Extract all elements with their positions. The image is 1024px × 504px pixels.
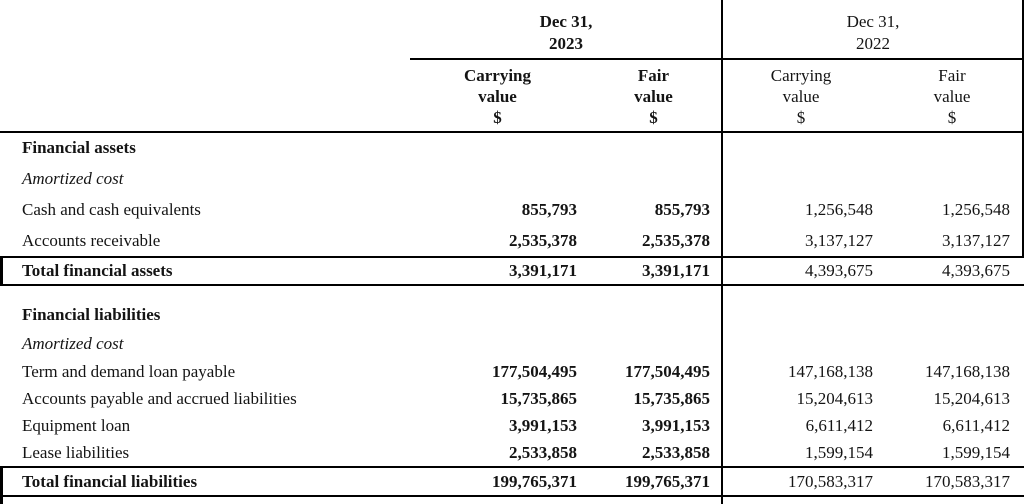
header-columns-row: Carrying value $ Fair value $ Carrying v… (0, 60, 1024, 133)
value-2023-fair: 15,735,865 (633, 388, 711, 408)
value-2023-fair: 3,991,153 (642, 415, 710, 435)
header-dates-row: Dec 31, 2023 Dec 31, 2022 (0, 0, 1024, 60)
section-subheader-amortized-cost: Amortized cost (0, 163, 1024, 194)
value-2022-fair: 147,168,138 (925, 361, 1010, 381)
column-header-2022-carrying-value: Carrying value $ (722, 60, 880, 128)
value-2022-carrying: 147,168,138 (788, 361, 873, 381)
section-header-financial-assets: Financial assets (0, 133, 1024, 163)
dollar-sign: $ (493, 108, 502, 127)
section-subheader-label: Amortized cost (22, 334, 124, 353)
column-header-line: Fair (938, 66, 966, 85)
value-2022-fair: 15,204,613 (933, 388, 1011, 408)
dollar-sign: $ (947, 108, 957, 127)
value-2023-fair: 177,504,495 (625, 361, 710, 381)
value-2023-carrying: 2,535,378 (509, 230, 577, 250)
total-2022-fair: 170,583,317 (925, 471, 1010, 491)
section-subheader-amortized-cost: Amortized cost (0, 330, 1024, 358)
value-2022-fair: 6,611,412 (942, 415, 1010, 435)
row-label: Term and demand loan payable (22, 361, 236, 381)
total-2022-carrying: 170,583,317 (788, 471, 873, 491)
year-group-divider-rule (721, 0, 723, 504)
table-row: Lease liabilities 2,533,858 2,533,858 1,… (0, 439, 1024, 466)
column-header-line: Carrying (463, 66, 532, 85)
table-row: Cash and cash equivalents 855,793 855,79… (0, 194, 1024, 225)
section-subheader-label: Amortized cost (22, 168, 124, 188)
total-2023-carrying: 199,765,371 (492, 471, 577, 491)
value-2022-fair: 1,599,154 (942, 442, 1010, 462)
column-header-2023-fair-value: Fair value $ (585, 60, 722, 128)
total-2022-carrying: 4,393,675 (805, 261, 873, 280)
value-2023-carrying: 3,991,153 (509, 415, 577, 435)
value-2022-carrying: 15,204,613 (796, 388, 874, 408)
section-header-label: Financial assets (22, 138, 136, 157)
row-label: Accounts receivable (22, 230, 161, 250)
total-2022-fair: 4,393,675 (942, 261, 1010, 280)
column-header-line: value (782, 87, 820, 106)
table-row: Equipment loan 3,991,153 3,991,153 6,611… (0, 412, 1024, 439)
total-row-financial-assets: Total financial assets 3,391,171 3,391,1… (0, 256, 1024, 286)
table-row: Accounts payable and accrued liabilities… (0, 385, 1024, 412)
date-label: Dec 31, (846, 12, 900, 31)
value-2022-carrying: 3,137,127 (805, 230, 873, 250)
section-gap (0, 286, 1024, 300)
value-2023-carrying: 177,504,495 (492, 361, 577, 381)
dollar-sign: $ (649, 108, 658, 127)
column-header-2023-carrying-value: Carrying value $ (410, 60, 585, 128)
total-2023-carrying: 3,391,171 (509, 261, 577, 280)
row-label: Cash and cash equivalents (22, 199, 201, 219)
year-label: 2023 (549, 34, 583, 53)
value-2023-carrying: 2,533,858 (509, 442, 577, 462)
value-2023-fair: 855,793 (654, 199, 710, 219)
column-header-line: value (634, 87, 673, 106)
total-label: Total financial assets (22, 261, 173, 280)
total-2023-fair: 3,391,171 (642, 261, 710, 280)
section-header-label: Financial liabilities (22, 305, 161, 324)
value-2023-carrying: 15,735,865 (500, 388, 578, 408)
value-2023-fair: 2,533,858 (642, 442, 710, 462)
column-header-2022-fair-value: Fair value $ (880, 60, 1024, 128)
value-2022-carrying: 1,256,548 (805, 199, 873, 219)
column-header-line: Fair (637, 66, 670, 85)
right-border-rule (1022, 0, 1024, 257)
column-header-line: value (478, 87, 517, 106)
row-label: Equipment loan (22, 415, 131, 435)
value-2022-carrying: 6,611,412 (805, 415, 873, 435)
year-header-2023: Dec 31, 2023 (410, 0, 722, 60)
left-border-total-liabilities (0, 466, 3, 504)
row-label: Accounts payable and accrued liabilities (22, 388, 297, 408)
value-2022-fair: 1,256,548 (942, 199, 1010, 219)
table-row: Accounts receivable 2,535,378 2,535,378 … (0, 225, 1024, 256)
year-header-2022: Dec 31, 2022 (722, 0, 1024, 60)
left-border-total-assets (0, 256, 3, 286)
total-2023-fair: 199,765,371 (625, 471, 710, 491)
column-header-line: value (933, 87, 971, 106)
date-label: Dec 31, (539, 12, 593, 31)
value-2023-fair: 2,535,378 (642, 230, 710, 250)
section-header-financial-liabilities: Financial liabilities (0, 300, 1024, 330)
total-label: Total financial liabilities (22, 471, 198, 491)
value-2023-carrying: 855,793 (521, 199, 577, 219)
table-row: Term and demand loan payable 177,504,495… (0, 358, 1024, 385)
value-2022-carrying: 1,599,154 (805, 442, 873, 462)
row-label: Lease liabilities (22, 442, 130, 462)
dollar-sign: $ (796, 108, 806, 127)
column-header-line: Carrying (770, 66, 832, 85)
year-label: 2022 (856, 34, 890, 53)
value-2022-fair: 3,137,127 (942, 230, 1010, 250)
total-row-financial-liabilities: Total financial liabilities 199,765,371 … (0, 466, 1024, 497)
